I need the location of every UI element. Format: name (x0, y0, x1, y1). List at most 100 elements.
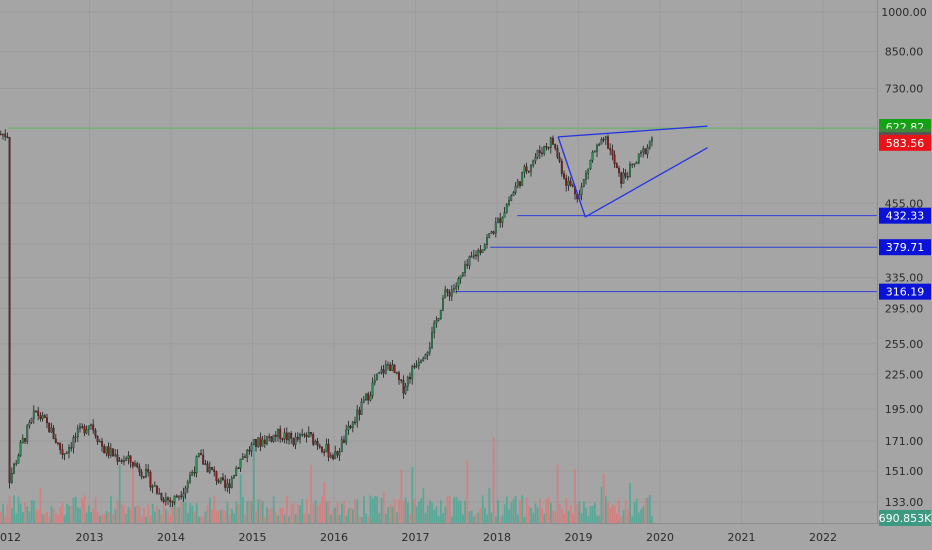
candle-body (646, 147, 649, 155)
candle-body (332, 455, 334, 460)
volume-bar (176, 507, 178, 523)
volume-bar (178, 507, 180, 523)
candle-body (147, 469, 150, 473)
volume-bar (596, 515, 598, 523)
candle-body (499, 218, 502, 223)
candle-body (613, 154, 616, 164)
candle-body (455, 286, 458, 289)
volume-bar (349, 507, 352, 523)
candle-body (252, 439, 255, 445)
candle-body (558, 156, 561, 162)
price-label-text: 432.33 (886, 210, 925, 223)
volume-bar (50, 506, 53, 523)
candle-body (343, 439, 345, 443)
candle-body (48, 422, 51, 433)
trendlines[interactable] (557, 125, 708, 218)
volume-bar (246, 501, 249, 523)
volume-bar (382, 491, 385, 523)
candle-body (508, 200, 510, 205)
candle-body (285, 432, 288, 441)
price-scale[interactable] (878, 0, 932, 550)
candle-body (156, 485, 158, 494)
volume-bar (28, 511, 31, 523)
candle-body (266, 436, 268, 444)
volume-bar (2, 504, 4, 523)
candle-body (424, 354, 427, 359)
candle-body (189, 475, 191, 483)
volume-bar (193, 511, 196, 523)
volume-bar (488, 488, 491, 523)
volume-bar (398, 499, 400, 523)
candle-body (239, 458, 242, 469)
volume-bar (294, 514, 297, 523)
volume-bar (182, 496, 185, 523)
volume-bar (376, 496, 378, 523)
candle-body (257, 437, 260, 447)
volume-bar (220, 510, 222, 523)
volume-bar (81, 497, 84, 523)
candles (0, 129, 653, 508)
volume-bar (184, 501, 187, 523)
volume-bar (356, 499, 359, 523)
candle-body (530, 165, 532, 172)
candle-body (248, 449, 251, 452)
volume-bar (635, 498, 638, 523)
price-label-text: 316.19 (886, 286, 925, 299)
volume-bar (127, 507, 130, 523)
candle-body (233, 475, 235, 479)
candle-body (261, 439, 264, 447)
volume-bar (536, 507, 539, 523)
volume-bar (266, 507, 268, 523)
candle-body (145, 469, 147, 478)
volume-bar (426, 505, 429, 523)
x-tick-label: 2015 (239, 531, 267, 544)
horizontal-levels[interactable] (8, 127, 878, 293)
candle-body (277, 428, 279, 437)
volume-bar (475, 514, 477, 523)
candle-body (398, 372, 400, 380)
volume-bar (576, 504, 579, 523)
candle-body (468, 256, 471, 266)
candle-body (235, 467, 238, 476)
volume-bar (24, 502, 26, 523)
candle-body (112, 448, 114, 456)
candle-body (479, 249, 482, 253)
candle-body (547, 147, 550, 149)
candle-body (6, 136, 9, 138)
volume-bar (490, 512, 493, 523)
candle-body (417, 362, 420, 366)
volume-bar (583, 501, 585, 523)
volume-bar (187, 513, 189, 523)
candle-body (609, 148, 612, 151)
volume-bar (160, 514, 163, 523)
candle-body (200, 453, 202, 456)
volume-bar (646, 497, 649, 523)
candle-body (611, 149, 614, 156)
candle-body (103, 446, 106, 454)
candle-body (312, 434, 315, 445)
volume-bar (585, 507, 587, 523)
x-tick-label: 012 (0, 531, 21, 544)
volume-bar (30, 500, 33, 523)
volume-bar (543, 513, 546, 523)
volume-bar (413, 498, 416, 523)
candle-body (222, 477, 224, 481)
candle-body (334, 451, 337, 460)
candle-body (543, 146, 546, 154)
volume-bar (323, 482, 326, 523)
volume-bar (620, 515, 623, 523)
time-scale[interactable] (0, 524, 932, 550)
candle-body (114, 454, 117, 456)
volume-bar (393, 498, 396, 523)
volume-bar (600, 486, 603, 523)
candle-body (395, 372, 398, 374)
volume-bar (158, 509, 161, 523)
candle-body (448, 292, 451, 297)
candle-body (631, 164, 634, 166)
volume-bar (134, 506, 136, 523)
volume-bar (154, 511, 156, 523)
candle-body (79, 426, 81, 429)
candle-body (457, 278, 460, 287)
candle-body (633, 163, 636, 165)
volume-bar (605, 495, 607, 523)
